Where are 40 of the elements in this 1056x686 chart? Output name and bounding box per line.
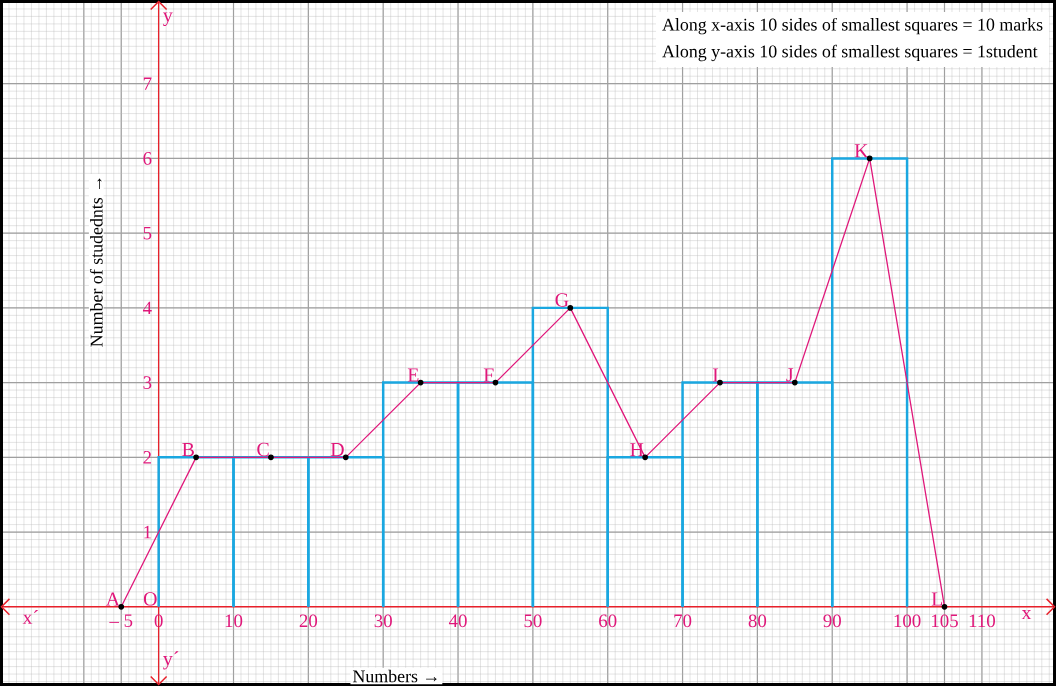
x-tick-label: 80 xyxy=(748,614,767,628)
annotation: G xyxy=(555,293,569,307)
y-tick-label: 7 xyxy=(143,77,152,90)
x-tick-label: 90 xyxy=(823,614,841,628)
annotation: B xyxy=(182,443,194,457)
annotation: F xyxy=(483,368,494,382)
annotation: x xyxy=(1021,609,1032,620)
y-tick-label: 6 xyxy=(143,152,152,165)
x-tick-label: 40 xyxy=(448,614,467,628)
x-tick-label: 105 xyxy=(931,614,958,628)
annotation: y´ xyxy=(163,651,179,670)
y-tick-label: 2 xyxy=(143,451,152,464)
x-tick-label: 100 xyxy=(894,614,921,628)
x-tick-label: 30 xyxy=(374,614,392,628)
y-tick-label: 4 xyxy=(142,301,152,315)
y-tick-label: 3 xyxy=(143,376,152,389)
x-tick-label: – 5 xyxy=(109,614,133,627)
annotation: A xyxy=(105,592,120,606)
annotation: D xyxy=(330,443,344,457)
y-tick-label: 1 xyxy=(144,525,151,539)
y-axis-title: Number of studednts → xyxy=(89,178,103,347)
annotation: L xyxy=(931,592,943,606)
annotation: K xyxy=(854,144,869,158)
annotation: x´ xyxy=(22,609,38,624)
annotation: y xyxy=(163,12,173,27)
annotation: Along y-axis 10 sides of smallest squares = 1student xyxy=(662,44,1038,62)
annotation: O xyxy=(143,592,157,606)
x-tick-label: 60 xyxy=(599,614,617,628)
x-tick-label: 70 xyxy=(674,614,692,628)
y-tick-label: 5 xyxy=(143,226,152,240)
annotation: J xyxy=(786,368,794,382)
x-tick-label: 110 xyxy=(969,614,995,628)
x-tick-label: 50 xyxy=(524,614,542,628)
annotation: C xyxy=(257,442,269,457)
x-tick-label: 10 xyxy=(225,614,243,628)
annotation: E xyxy=(407,368,419,382)
x-tick-label: 20 xyxy=(299,614,318,628)
annotation: Along x-axis 10 sides of smallest squares = 10 marks xyxy=(662,17,1043,35)
annotation: I xyxy=(712,368,719,382)
x-axis-title: Numbers → xyxy=(352,669,437,683)
